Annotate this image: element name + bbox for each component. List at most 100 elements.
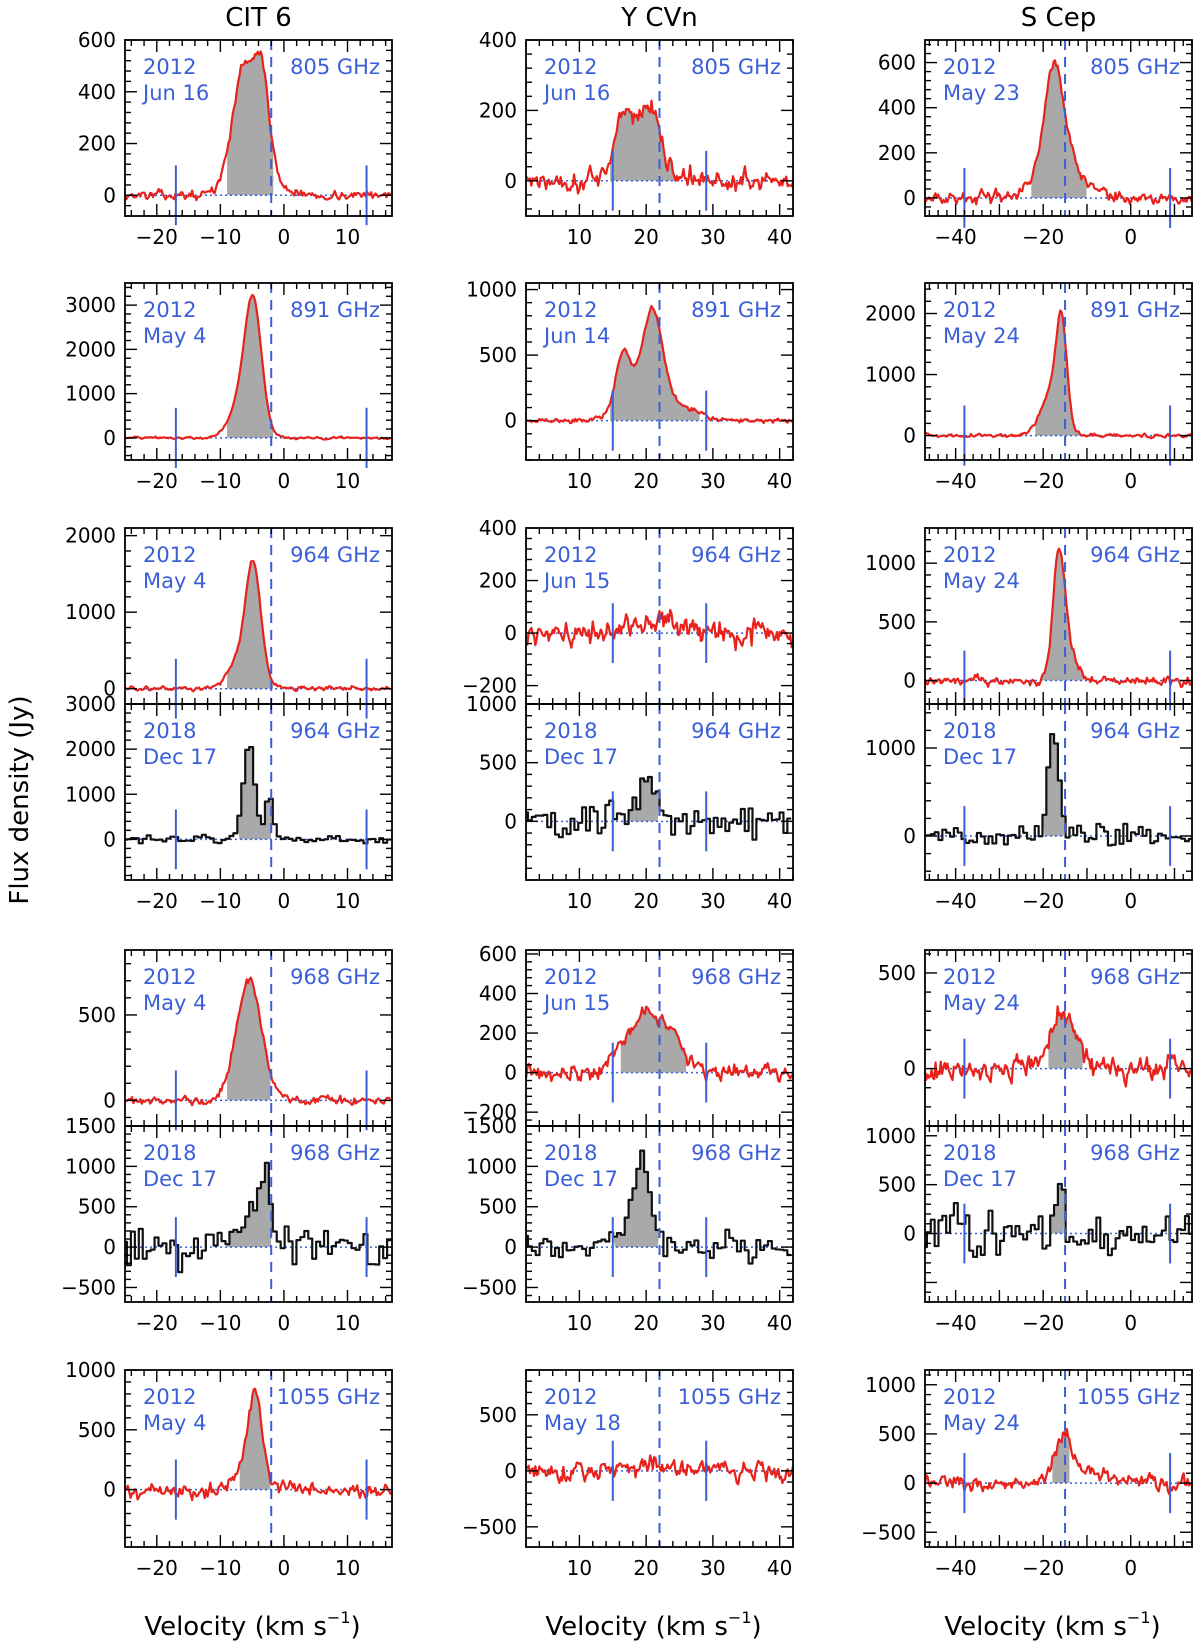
y-tick-label: 500	[878, 1422, 916, 1446]
y-tick-label: 3000	[65, 692, 116, 716]
y-tick-label: −200	[462, 674, 517, 698]
x-axis-label: Velocity (km s−1)	[144, 1608, 360, 1642]
y-tick-label: 0	[504, 1235, 517, 1259]
y-tick-label: −500	[462, 1275, 517, 1299]
y-tick-label: 2000	[65, 524, 116, 548]
observation-year: 2018	[544, 1141, 597, 1165]
x-tick-label: 0	[278, 225, 291, 249]
y-tick-label: 1000	[65, 600, 116, 624]
column-title: Y CVn	[620, 3, 698, 33]
y-tick-label: 1000	[466, 278, 517, 302]
x-tick-label: 30	[700, 469, 725, 493]
line-frequency: 968 GHz	[290, 965, 380, 989]
x-tick-label: 10	[567, 225, 592, 249]
y-tick-label: 1000	[865, 1124, 916, 1148]
x-tick-label: −40	[935, 1311, 977, 1335]
line-frequency: 1055 GHz	[678, 1385, 781, 1409]
line-frequency: 968 GHz	[290, 1141, 380, 1165]
y-tick-label: 500	[878, 1173, 916, 1197]
y-tick-label: 1500	[466, 1114, 517, 1138]
line-frequency: 964 GHz	[691, 543, 781, 567]
observation-date: May 4	[143, 991, 206, 1015]
observation-date: May 24	[943, 569, 1020, 593]
spectrum-line	[124, 293, 391, 441]
x-tick-label: 0	[278, 469, 291, 493]
y-tick-label: 2000	[65, 337, 116, 361]
observation-date: Jun 15	[542, 991, 610, 1015]
panel-frame	[924, 703, 1193, 881]
y-tick-label: 0	[903, 669, 916, 693]
x-tick-label: 30	[700, 1311, 725, 1335]
line-frequency: 805 GHz	[1090, 55, 1180, 79]
observation-year: 2012	[544, 298, 597, 322]
x-tick-label: 10	[567, 469, 592, 493]
spectrum-line	[125, 745, 392, 845]
y-tick-label: 400	[78, 80, 116, 104]
observation-date: May 23	[943, 81, 1020, 105]
line-frequency: 1055 GHz	[277, 1385, 380, 1409]
y-tick-label: 500	[78, 1195, 116, 1219]
y-tick-label: 0	[504, 169, 517, 193]
observation-date: Dec 17	[943, 745, 1017, 769]
x-tick-label: 30	[700, 889, 725, 913]
y-tick-label: 200	[479, 1021, 517, 1045]
y-tick-label: 0	[504, 621, 517, 645]
line-emission-area	[227, 560, 274, 689]
spectrum-line	[924, 309, 1192, 440]
x-tick-label: 0	[1124, 889, 1137, 913]
y-tick-label: −500	[462, 1515, 517, 1539]
line-frequency: 964 GHz	[1090, 719, 1180, 743]
line-emission-area	[1035, 310, 1083, 436]
y-tick-label: 1000	[865, 736, 916, 760]
x-tick-label: 20	[633, 469, 658, 493]
x-tick-label: 10	[335, 889, 360, 913]
y-tick-label: 400	[479, 982, 517, 1006]
observation-year: 2012	[143, 1385, 196, 1409]
x-tick-label: −10	[199, 469, 241, 493]
x-tick-label: 0	[278, 1556, 291, 1580]
observation-date: May 4	[143, 1411, 206, 1435]
spectrum-line	[123, 50, 392, 202]
x-tick-label: −20	[136, 1556, 178, 1580]
y-tick-label: 200	[878, 141, 916, 165]
line-frequency: 968 GHz	[1090, 965, 1180, 989]
observation-year: 2012	[143, 298, 196, 322]
x-tick-label: 20	[633, 889, 658, 913]
line-frequency: 1055 GHz	[1077, 1385, 1180, 1409]
line-frequency: 964 GHz	[290, 543, 380, 567]
x-tick-label: 30	[700, 1556, 725, 1580]
x-tick-label: 10	[335, 1556, 360, 1580]
spectrum-line	[526, 775, 792, 841]
line-frequency: 964 GHz	[691, 719, 781, 743]
observation-year: 2012	[544, 965, 597, 989]
panel-frame	[924, 1369, 1193, 1548]
x-tick-label: 0	[1124, 1556, 1137, 1580]
y-tick-label: 1000	[65, 782, 116, 806]
y-tick-label: 1000	[865, 1373, 916, 1397]
y-tick-label: 2000	[65, 737, 116, 761]
spectrum-line	[923, 1427, 1193, 1496]
observation-date: May 4	[143, 324, 206, 348]
observation-date: Jun 16	[542, 81, 610, 105]
x-tick-label: 10	[567, 1311, 592, 1335]
spectrum-line	[923, 59, 1193, 206]
observation-date: Dec 17	[143, 745, 217, 769]
y-tick-label: 600	[878, 51, 916, 75]
observation-year: 2018	[143, 1141, 196, 1165]
line-emission-area	[227, 51, 274, 196]
line-frequency: 964 GHz	[1090, 543, 1180, 567]
y-tick-label: 500	[878, 610, 916, 634]
x-tick-label: 40	[767, 469, 792, 493]
y-tick-label: 500	[479, 751, 517, 775]
y-tick-label: −500	[61, 1275, 116, 1299]
line-frequency: 968 GHz	[691, 1141, 781, 1165]
y-tick-label: 1000	[466, 692, 517, 716]
x-tick-label: −20	[1022, 1556, 1064, 1580]
observation-date: May 18	[544, 1411, 621, 1435]
y-tick-label: 0	[504, 1061, 517, 1085]
